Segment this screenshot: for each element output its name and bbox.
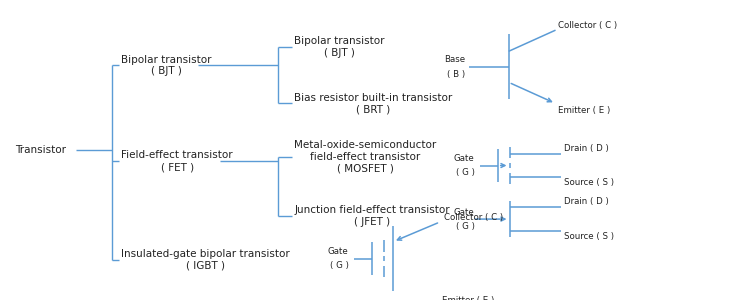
Text: Collector ( C ): Collector ( C ) [444, 213, 503, 222]
Text: Insulated-gate bipolar transistor
( IGBT ): Insulated-gate bipolar transistor ( IGBT… [121, 249, 290, 271]
Text: Emitter ( E ): Emitter ( E ) [558, 106, 610, 115]
Text: Bipolar transistor
( BJT ): Bipolar transistor ( BJT ) [294, 36, 385, 58]
Text: Gate: Gate [328, 247, 349, 256]
Text: Junction field-effect transistor
( JFET ): Junction field-effect transistor ( JFET … [294, 206, 450, 227]
Text: Source ( S ): Source ( S ) [565, 232, 614, 241]
Text: ( G ): ( G ) [456, 222, 475, 231]
Text: Base: Base [445, 55, 465, 64]
Text: Transistor: Transistor [15, 145, 66, 155]
Text: ( G ): ( G ) [330, 261, 349, 270]
Text: Source ( S ): Source ( S ) [565, 178, 614, 188]
Text: Drain ( D ): Drain ( D ) [565, 197, 609, 206]
Text: Gate: Gate [454, 154, 475, 163]
Text: Field-effect transistor
( FET ): Field-effect transistor ( FET ) [121, 151, 233, 172]
Text: ( G ): ( G ) [456, 168, 475, 177]
Text: Metal-oxide-semiconductor
field-effect transistor
( MOSFET ): Metal-oxide-semiconductor field-effect t… [294, 140, 436, 174]
Text: Bias resistor built-in transistor
( BRT ): Bias resistor built-in transistor ( BRT … [294, 93, 453, 114]
Text: Drain ( D ): Drain ( D ) [565, 143, 609, 152]
Text: ( B ): ( B ) [447, 70, 465, 79]
Text: Collector ( C ): Collector ( C ) [558, 21, 617, 30]
Text: Bipolar transistor
( BJT ): Bipolar transistor ( BJT ) [121, 55, 212, 76]
Text: Emitter ( E ): Emitter ( E ) [442, 296, 495, 300]
Text: Gate: Gate [454, 208, 475, 217]
